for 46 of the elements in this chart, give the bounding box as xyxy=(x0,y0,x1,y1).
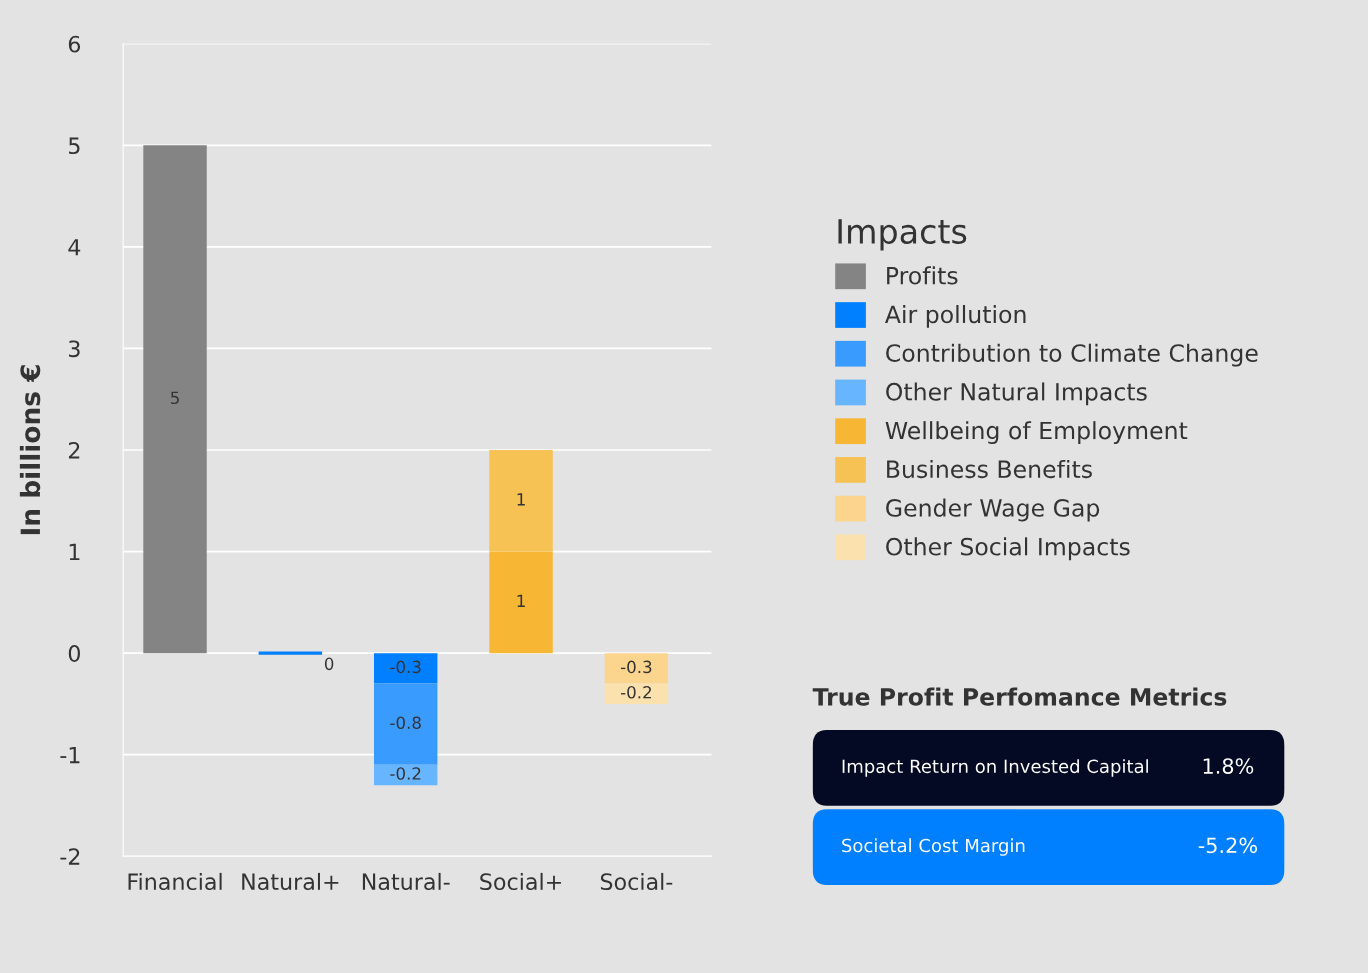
x-tick-label: Natural- xyxy=(362,872,450,891)
data-label: -0.2 xyxy=(620,685,651,699)
bar xyxy=(143,145,207,654)
legend-label: Wellbeing of Employment xyxy=(885,421,1188,444)
x-tick-label: Natural+ xyxy=(242,872,339,891)
bar xyxy=(604,683,669,704)
data-label: 1 xyxy=(517,594,525,607)
data-label: -0.3 xyxy=(620,660,652,674)
bar xyxy=(373,653,438,684)
bar xyxy=(373,683,438,765)
bar xyxy=(489,450,553,552)
legend-label: Other Natural Impacts xyxy=(886,382,1147,406)
text: 1.8% xyxy=(1203,758,1254,774)
y-tick-label: -2 xyxy=(60,848,80,865)
y-tick-label: 6 xyxy=(68,35,81,53)
text: Impact Return on Invested Capital xyxy=(842,759,1148,777)
y-tick-label: 4 xyxy=(68,239,81,256)
legend-label: Business Benefits xyxy=(887,459,1092,479)
legend-title: Impacts xyxy=(838,219,967,251)
legend-label: Gender Wage Gap xyxy=(886,498,1100,522)
data-label: -0.8 xyxy=(390,716,421,730)
x-tick-label: Financial xyxy=(128,872,222,891)
x-tick-label: Social- xyxy=(600,872,673,891)
y-tick-label: 2 xyxy=(68,441,80,459)
text: -5.2% xyxy=(1198,837,1257,854)
y-tick-label: 3 xyxy=(69,340,80,358)
y-tick-label: 5 xyxy=(69,137,80,155)
bar xyxy=(489,551,553,654)
bar xyxy=(373,764,438,786)
x-tick-label: Social+ xyxy=(480,872,561,891)
legend-label: Contribution to Climate Change xyxy=(886,343,1258,367)
data-label: 5 xyxy=(171,391,179,405)
legend-label: Profits xyxy=(887,266,958,285)
data-label: 1 xyxy=(517,493,525,506)
y-tick-label: -1 xyxy=(60,746,80,764)
data-label: -0.2 xyxy=(390,767,421,780)
legend-label: Other Social Impacts xyxy=(886,537,1130,561)
data-label: 0 xyxy=(324,657,334,671)
data-label: -0.3 xyxy=(390,660,421,674)
y-tick-label: 0 xyxy=(68,645,80,662)
bar xyxy=(604,653,669,684)
text: True Profit Perfomance Metrics xyxy=(812,687,1227,706)
y-axis-title: In billions € xyxy=(19,365,41,535)
legend-label: Air pollution xyxy=(884,304,1026,328)
y-tick-label: 1 xyxy=(69,543,80,561)
text: Societal Cost Margin xyxy=(842,838,1025,856)
